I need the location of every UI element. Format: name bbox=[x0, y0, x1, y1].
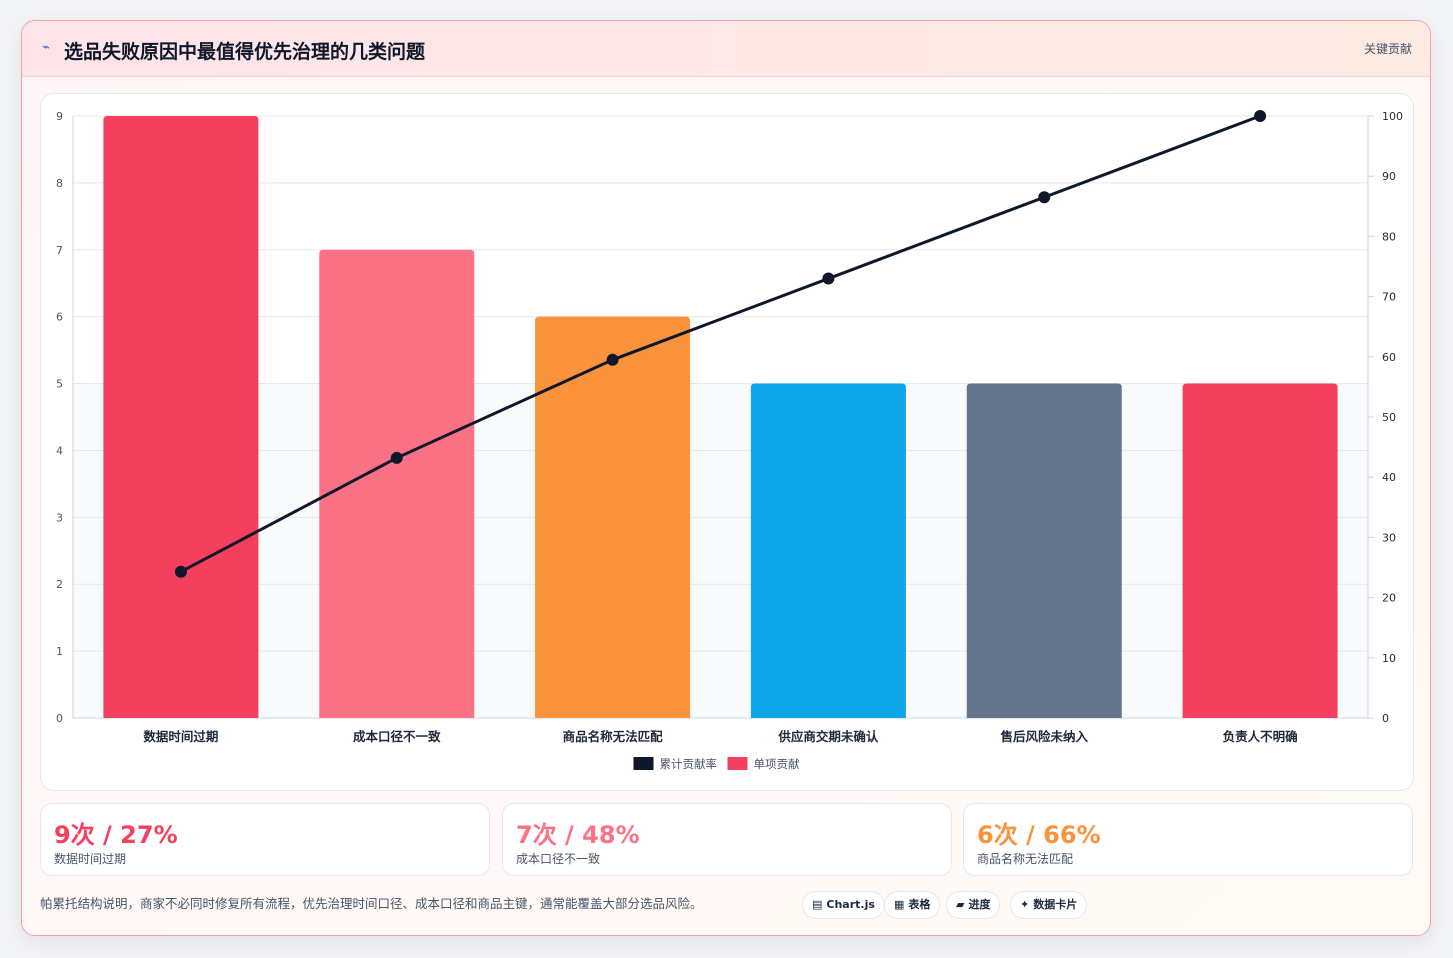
bar bbox=[103, 116, 259, 718]
y2-tick-label: 80 bbox=[1382, 230, 1396, 243]
kpi-value: 9次 / 27% bbox=[54, 821, 178, 849]
tag-label: 进度 bbox=[968, 898, 991, 911]
legend-label: 累计贡献率 bbox=[660, 757, 718, 771]
chart-panel: 0 1 2 3 4 5 6 7 8 9 0 10 20 30 40 50 60 70 80 90 100 数据时间过期 成本… bbox=[40, 93, 1414, 791]
y2-tick-label: 30 bbox=[1382, 531, 1396, 544]
y-tick-label: 2 bbox=[56, 578, 63, 591]
legend-swatch bbox=[633, 757, 654, 770]
y2-tick-label: 50 bbox=[1382, 411, 1396, 424]
line-point bbox=[390, 451, 403, 464]
y-tick-label: 3 bbox=[56, 511, 63, 524]
progress-icon: ▰ bbox=[956, 898, 965, 911]
y-tick-label: 4 bbox=[56, 444, 63, 457]
x-tick-label: 供应商交期未确认 bbox=[777, 729, 879, 744]
y-tick-label: 9 bbox=[56, 110, 63, 123]
chart-library-icon: ▤ bbox=[812, 898, 823, 911]
y2-tick-label: 100 bbox=[1382, 110, 1403, 123]
tag-progress[interactable]: ▰ 进度 bbox=[946, 891, 1001, 919]
kpi-card-2: 7次 / 48% 成本口径不一致 bbox=[502, 803, 952, 876]
y2-tick-label: 60 bbox=[1382, 351, 1396, 364]
bar bbox=[1182, 383, 1338, 718]
header-badge: 关键贡献 bbox=[1363, 42, 1412, 56]
chart-card: ⌁ 选品失败原因中最值得优先治理的几类问题 关键贡献 0 1 2 3 4 5 6 7 8 9 0 10… bbox=[21, 20, 1431, 936]
x-tick-label: 售后风险未纳入 bbox=[1000, 729, 1088, 744]
y-tick-label: 7 bbox=[56, 244, 63, 257]
bar bbox=[966, 383, 1122, 718]
kpi-label: 商品名称无法匹配 bbox=[977, 852, 1074, 866]
tag-label: Chart.js bbox=[826, 898, 875, 911]
y2-tick-label: 90 bbox=[1382, 170, 1396, 183]
x-tick-label: 商品名称无法匹配 bbox=[563, 729, 664, 744]
line-point bbox=[606, 353, 619, 366]
card-header: ⌁ 选品失败原因中最值得优先治理的几类问题 关键贡献 bbox=[22, 21, 1430, 77]
bar bbox=[750, 383, 906, 718]
line-point bbox=[1254, 110, 1267, 122]
x-tick-label: 负责人不明确 bbox=[1223, 729, 1298, 744]
y-tick-label: 0 bbox=[56, 712, 63, 725]
kpi-value: 6次 / 66% bbox=[977, 821, 1101, 849]
tag-table[interactable]: ▦ 表格 bbox=[884, 891, 941, 919]
line-point bbox=[822, 272, 835, 285]
y-tick-label: 8 bbox=[56, 177, 63, 190]
line-point bbox=[1038, 191, 1051, 204]
kpi-card-1: 9次 / 27% 数据时间过期 bbox=[40, 803, 490, 876]
tag-label: 数据卡片 bbox=[1033, 898, 1078, 911]
plot-band bbox=[73, 383, 1368, 718]
y-tick-label: 1 bbox=[56, 645, 63, 658]
kpi-label: 成本口径不一致 bbox=[516, 852, 601, 866]
bar bbox=[319, 249, 475, 718]
kpi-value: 7次 / 48% bbox=[516, 821, 640, 849]
cumulative-line bbox=[180, 114, 1261, 574]
tag-label: 表格 bbox=[908, 898, 931, 911]
y2-tick-label: 20 bbox=[1382, 592, 1396, 605]
legend-swatch bbox=[727, 757, 748, 770]
y-tick-label: 5 bbox=[56, 378, 63, 391]
tag-data-card[interactable]: ✦ 数据卡片 bbox=[1010, 891, 1088, 919]
y2-tick-label: 0 bbox=[1382, 712, 1389, 725]
y2-tick-label: 40 bbox=[1382, 471, 1396, 484]
sparkle-icon: ✦ bbox=[1020, 898, 1030, 911]
x-tick-label: 数据时间过期 bbox=[142, 729, 218, 744]
kpi-label: 数据时间过期 bbox=[54, 852, 127, 866]
page-title: 选品失败原因中最值得优先治理的几类问题 bbox=[64, 41, 426, 63]
table-icon: ▦ bbox=[894, 898, 905, 911]
footnote: 帕累托结构说明，商家不必同时修复所有流程，优先治理时间口径、成本口径和商品主键，… bbox=[40, 896, 703, 911]
line-point bbox=[174, 565, 187, 578]
kpi-card-3: 6次 / 66% 商品名称无法匹配 bbox=[963, 803, 1413, 876]
y2-tick-label: 70 bbox=[1382, 291, 1396, 304]
tag-chartjs[interactable]: ▤ Chart.js bbox=[802, 891, 885, 919]
chart-icon: ⌁ bbox=[42, 40, 50, 55]
x-tick-label: 成本口径不一致 bbox=[353, 729, 441, 744]
y2-tick-label: 10 bbox=[1382, 652, 1396, 665]
y-tick-label: 6 bbox=[56, 311, 63, 324]
bar bbox=[535, 316, 691, 718]
legend-label: 单项贡献 bbox=[754, 757, 800, 771]
